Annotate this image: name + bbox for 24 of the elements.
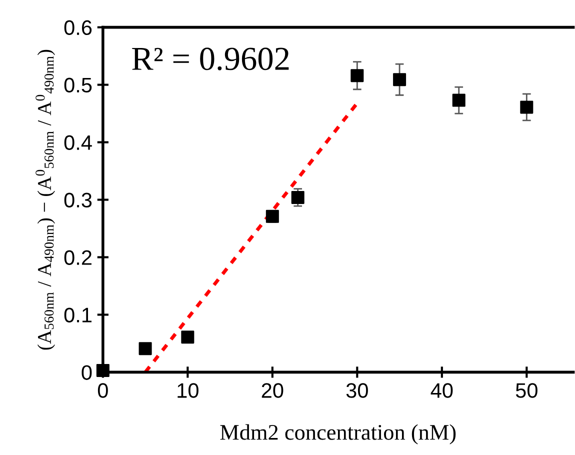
point bbox=[138, 342, 152, 356]
y-tick-label: 0.6 bbox=[64, 20, 92, 36]
y-tick-label: 0.5 bbox=[64, 78, 92, 93]
x-tick-label: 50 bbox=[516, 383, 538, 398]
y-tick-label: 0.4 bbox=[64, 135, 92, 150]
point bbox=[520, 100, 534, 114]
x-axis-title: Mdm2 concentration (nM) bbox=[220, 424, 456, 444]
point bbox=[96, 364, 110, 377]
point bbox=[181, 330, 194, 344]
y-tick-label: 0.3 bbox=[64, 192, 92, 208]
x-tick-label: 10 bbox=[178, 383, 198, 398]
x-tick-label: 30 bbox=[346, 383, 368, 398]
y-tick-label: 0.1 bbox=[64, 308, 92, 322]
text: (A$_{560nm}$ / A$_{490nm}$) − (A$^{0}$$_{560nm}$ / A$^{0}$$_{490nm}$) bbox=[36, 50, 56, 350]
point bbox=[350, 69, 364, 82]
point bbox=[393, 73, 406, 86]
y-tick-label: 0 bbox=[82, 365, 92, 380]
point bbox=[291, 190, 304, 204]
x-tick-label: 20 bbox=[262, 383, 284, 398]
annotation: R² = 0.9602 bbox=[132, 48, 289, 70]
point bbox=[452, 94, 466, 107]
y-tick-label: 0.2 bbox=[64, 250, 92, 265]
x-tick-label: 40 bbox=[430, 383, 453, 398]
x-tick-label: 0 bbox=[98, 383, 108, 398]
